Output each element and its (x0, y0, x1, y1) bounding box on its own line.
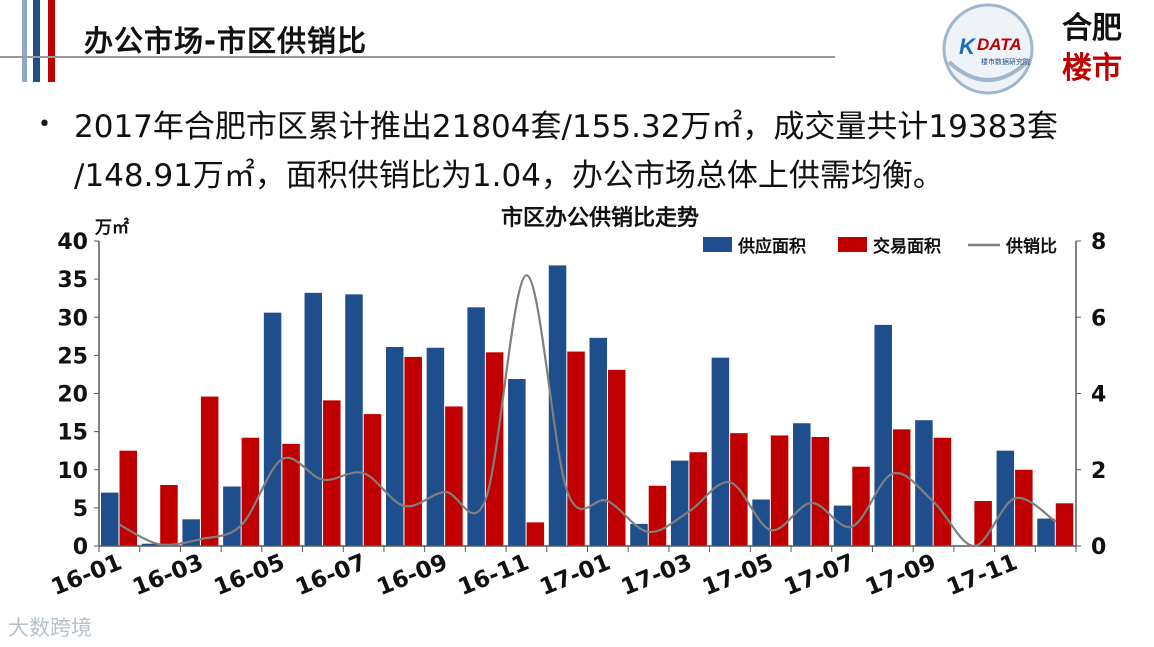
y-tick-label: 15 (57, 421, 88, 446)
bar-deal-16-05 (282, 443, 300, 546)
bar-supply-16-06 (304, 292, 323, 546)
legend-swatch-deal (838, 237, 867, 252)
x-tick-label: 16-09 (373, 549, 451, 601)
y-tick-label: 20 (57, 383, 88, 408)
bar-deal-16-10 (485, 352, 504, 546)
bar-supply-16-12 (548, 265, 567, 546)
bar-deal-17-11 (1015, 469, 1033, 546)
bar-deal-17-02 (648, 485, 667, 546)
y2-tick-label: 2 (1091, 459, 1106, 484)
bar-deal-16-02 (160, 485, 178, 546)
bar-deal-17-09 (933, 437, 952, 546)
bar-deal-16-04 (241, 437, 260, 546)
x-tick-label: 17-03 (618, 549, 696, 601)
chart-legend: 供应面积 交易面积 供销比 (703, 236, 1057, 257)
bar-supply-16-10 (467, 307, 485, 546)
x-tick-label: 16-05 (211, 549, 289, 601)
x-tick-label: 16-07 (292, 549, 370, 601)
x-tick-label: 17-01 (536, 549, 614, 601)
bar-deal-17-12 (1055, 503, 1074, 546)
kdata-logo: K DATA 楼市数据研究院 (942, 3, 1034, 95)
bar-deal-16-11 (526, 522, 545, 546)
svg-text:K: K (959, 34, 977, 59)
x-tick-label: 17-05 (699, 549, 777, 601)
bar-deal-17-03 (689, 452, 707, 546)
legend-label-deal: 交易面积 (873, 236, 941, 257)
bar-deal-17-01 (608, 369, 626, 546)
ratio-line (118, 274, 1057, 548)
bar-supply-16-05 (263, 312, 282, 546)
y-tick-label: 5 (73, 497, 88, 522)
kdata-logo-subtext: 楼市数据研究院 (981, 57, 1030, 66)
y-tick-label: 10 (57, 459, 88, 484)
hefei-logo-bottom: 楼市 (1062, 51, 1122, 86)
slide-title: 办公市场-市区供销比 (84, 24, 368, 58)
legend-label-ratio: 供销比 (1005, 236, 1057, 257)
x-tick-label: 16-11 (455, 549, 533, 601)
title-divider (0, 56, 835, 58)
bar-deal-16-06 (323, 400, 341, 546)
bar-supply-16-04 (223, 486, 241, 546)
bar-supply-17-08 (874, 324, 892, 546)
bar-deal-16-03 (200, 396, 219, 546)
bar-supply-17-11 (996, 450, 1015, 546)
title-accent-bar-blue (33, 0, 40, 82)
title-accent-bar-red (48, 0, 55, 82)
bar-supply-17-04 (711, 357, 730, 546)
x-tick-label: 17-11 (943, 549, 1021, 601)
bar-supply-17-09 (915, 420, 933, 546)
bar-supply-17-12 (1037, 518, 1055, 546)
bar-supply-16-11 (508, 379, 526, 546)
bar-supply-16-01 (101, 492, 119, 546)
x-tick-label: 17-09 (862, 549, 940, 601)
y2-tick-label: 8 (1091, 230, 1106, 255)
legend-label-supply: 供应面积 (737, 236, 806, 257)
bar-deal-16-09 (445, 406, 463, 546)
bar-supply-17-03 (670, 460, 689, 546)
hefei-loushi-logo: 合肥 楼市 (1048, 0, 1148, 92)
legend-swatch-supply (703, 237, 732, 252)
bar-deal-16-08 (404, 356, 422, 546)
y-tick-label: 40 (57, 230, 88, 255)
bar-supply-17-06 (793, 423, 811, 546)
y-axis-unit-label: 万㎡ (94, 217, 129, 238)
x-tick-label: 16-03 (129, 549, 207, 601)
y-tick-label: 0 (73, 535, 88, 560)
bar-supply-17-01 (589, 337, 607, 546)
bar-supply-16-02 (141, 543, 160, 546)
y2-tick-label: 4 (1091, 383, 1106, 408)
bar-deal-17-06 (811, 436, 830, 546)
y-tick-label: 25 (57, 344, 88, 369)
kdata-logo-text: DATA (977, 35, 1022, 54)
bar-deal-16-12 (567, 351, 585, 546)
bar-deal-17-05 (770, 435, 789, 546)
bar-deal-17-08 (892, 429, 911, 546)
y2-tick-label: 6 (1091, 306, 1106, 331)
watermark: 大数跨境 (8, 616, 92, 640)
bar-supply-16-09 (426, 347, 445, 546)
chart-title: 市区办公供销比走势 (501, 205, 699, 231)
y-tick-label: 30 (57, 306, 88, 331)
bullet-icon: • (38, 112, 51, 137)
bar-deal-17-07 (852, 466, 870, 546)
body-text-line-1: 2017年合肥市区累计推出21804套/155.32万㎡，成交量共计19383套 (74, 109, 1059, 145)
bar-supply-16-07 (345, 294, 363, 546)
y-tick-label: 35 (57, 268, 88, 293)
bar-supply-16-08 (385, 346, 404, 546)
body-text-line-2: /148.91万㎡，面积供销比为1.04，办公市场总体上供需均衡。 (74, 158, 944, 194)
title-accent-bar-light (22, 0, 27, 82)
x-tick-label: 17-07 (780, 549, 858, 601)
y2-tick-label: 0 (1091, 535, 1106, 560)
bar-deal-16-01 (119, 450, 137, 546)
hefei-logo-top: 合肥 (1062, 11, 1122, 46)
